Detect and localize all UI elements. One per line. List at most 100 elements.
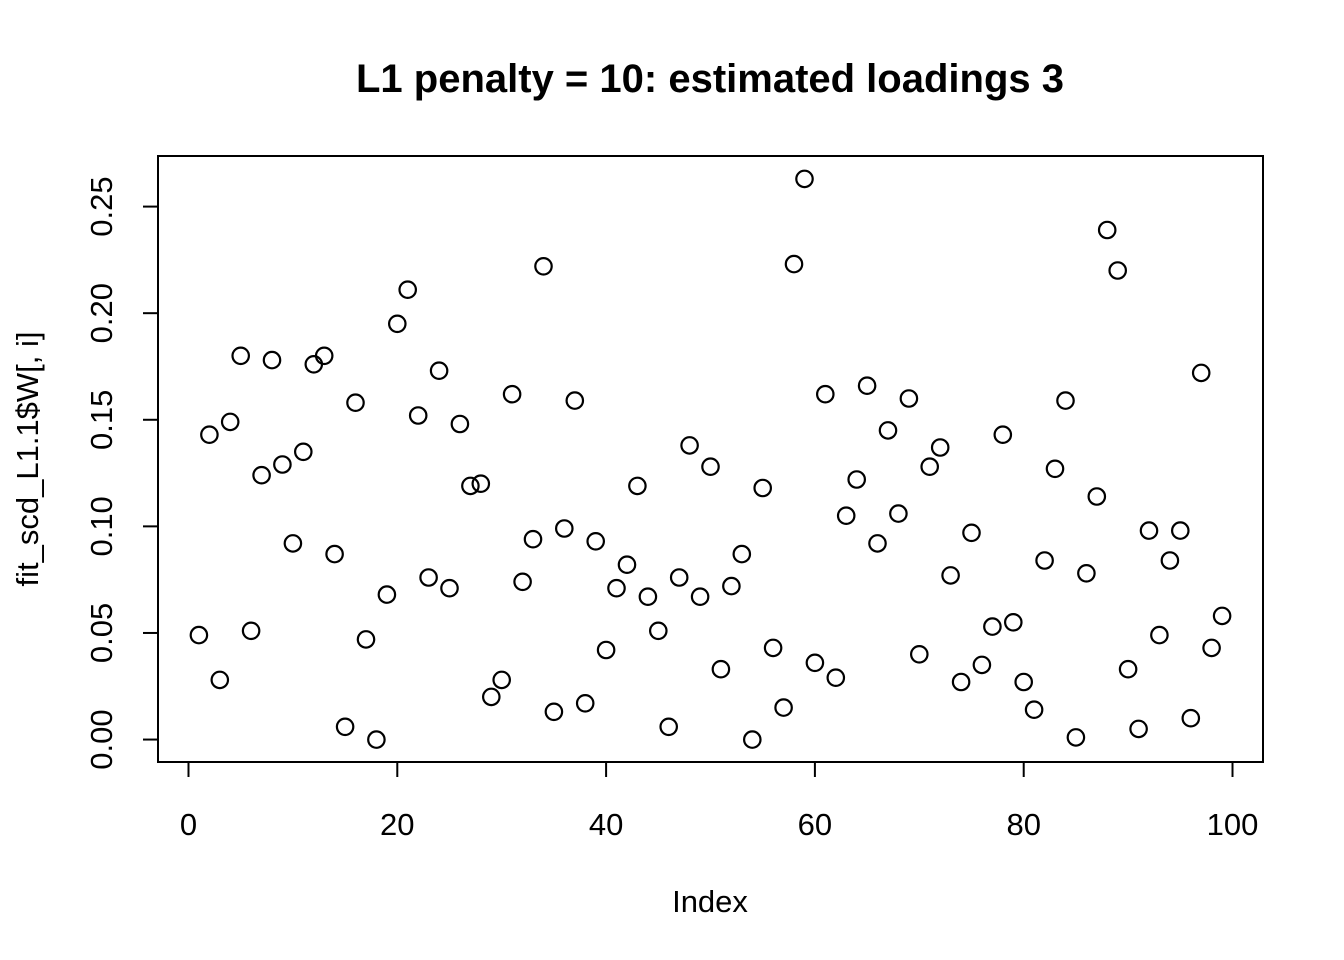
data-point bbox=[356, 630, 376, 649]
data-point bbox=[722, 576, 741, 596]
data-point bbox=[502, 384, 522, 404]
data-point bbox=[398, 280, 417, 299]
data-point bbox=[387, 314, 407, 334]
data-point bbox=[1150, 625, 1169, 645]
data-point bbox=[690, 587, 710, 606]
y-tick-label: 0.10 bbox=[84, 496, 119, 556]
data-point bbox=[1035, 551, 1054, 570]
data-point bbox=[1118, 659, 1138, 679]
y-axis: 0.00 0.05 0.10 0.15 0.20 0.25 bbox=[84, 176, 158, 770]
plot-title: L1 penalty = 10: estimated loadings 3 bbox=[356, 57, 1064, 101]
data-point bbox=[983, 617, 1002, 636]
data-point bbox=[377, 585, 397, 604]
data-point bbox=[252, 465, 271, 485]
data-point bbox=[200, 425, 219, 444]
x-tick-label: 100 bbox=[1207, 807, 1259, 842]
y-tick-label: 0.15 bbox=[84, 390, 119, 450]
data-point bbox=[774, 698, 793, 717]
data-point bbox=[941, 566, 960, 585]
data-point bbox=[669, 568, 689, 587]
data-point bbox=[659, 717, 678, 737]
data-point bbox=[878, 421, 898, 440]
data-point bbox=[648, 621, 668, 641]
data-point bbox=[408, 406, 428, 425]
data-point bbox=[419, 568, 438, 587]
data-point bbox=[899, 389, 919, 408]
data-point bbox=[450, 414, 470, 434]
data-point bbox=[325, 544, 344, 564]
data-point bbox=[481, 687, 501, 707]
data-point bbox=[492, 670, 511, 690]
data-point bbox=[544, 702, 564, 722]
data-point bbox=[795, 169, 814, 189]
data-point bbox=[1139, 521, 1159, 540]
data-point bbox=[283, 534, 303, 553]
data-point bbox=[1066, 728, 1086, 747]
x-tick-label: 20 bbox=[380, 807, 414, 842]
data-point bbox=[889, 504, 908, 523]
data-point bbox=[815, 384, 835, 404]
data-point bbox=[241, 621, 261, 641]
x-tick-label: 0 bbox=[180, 807, 197, 842]
data-point bbox=[293, 442, 313, 462]
y-axis-label: fit_scd_L1.1$W[, i] bbox=[10, 331, 45, 586]
x-axis: 0 20 40 60 80 100 bbox=[180, 762, 1259, 842]
data-point bbox=[972, 655, 992, 675]
data-point bbox=[836, 506, 856, 525]
data-point bbox=[920, 457, 939, 476]
y-tick-label: 0.25 bbox=[84, 176, 119, 236]
data-point bbox=[429, 361, 449, 380]
data-point bbox=[513, 572, 532, 592]
plot-box bbox=[157, 155, 1264, 763]
data-point bbox=[1191, 363, 1211, 383]
x-tick-label: 40 bbox=[589, 807, 623, 842]
data-point bbox=[826, 668, 846, 687]
data-point bbox=[701, 457, 720, 476]
data-point bbox=[993, 425, 1013, 444]
data-point bbox=[628, 476, 647, 496]
data-point bbox=[784, 254, 804, 274]
data-point bbox=[461, 476, 480, 496]
data-point bbox=[1202, 638, 1221, 658]
data-point bbox=[1014, 672, 1033, 692]
data-point bbox=[962, 523, 981, 543]
data-point bbox=[1097, 220, 1117, 240]
data-point bbox=[1024, 700, 1044, 719]
data-point bbox=[763, 638, 783, 658]
data-point bbox=[711, 659, 731, 679]
data-point bbox=[335, 717, 355, 737]
x-tick-label: 60 bbox=[798, 807, 832, 842]
y-tick-label: 0.05 bbox=[84, 603, 119, 663]
data-point bbox=[440, 578, 459, 598]
data-point bbox=[1108, 261, 1127, 280]
data-point bbox=[471, 474, 491, 493]
x-axis-label: Index bbox=[672, 884, 748, 919]
data-points bbox=[189, 169, 1232, 749]
data-point bbox=[534, 256, 553, 276]
y-tick-label: 0.00 bbox=[84, 709, 119, 769]
data-point bbox=[868, 534, 887, 553]
data-point bbox=[680, 436, 699, 455]
data-point bbox=[273, 455, 292, 474]
data-point bbox=[596, 640, 616, 660]
data-point bbox=[930, 438, 950, 457]
data-point bbox=[1077, 563, 1096, 583]
data-point bbox=[210, 670, 230, 690]
data-point bbox=[220, 412, 240, 432]
data-point bbox=[1003, 612, 1023, 632]
data-point bbox=[638, 587, 658, 606]
data-point bbox=[346, 393, 365, 412]
data-point bbox=[575, 693, 595, 713]
data-point bbox=[607, 578, 626, 598]
data-point bbox=[1045, 459, 1065, 479]
data-point bbox=[1181, 708, 1201, 728]
data-point bbox=[189, 625, 209, 645]
data-point bbox=[617, 555, 637, 574]
data-point bbox=[753, 478, 772, 498]
y-tick-label: 0.20 bbox=[84, 283, 119, 343]
data-point bbox=[857, 376, 877, 395]
data-point bbox=[805, 653, 825, 673]
